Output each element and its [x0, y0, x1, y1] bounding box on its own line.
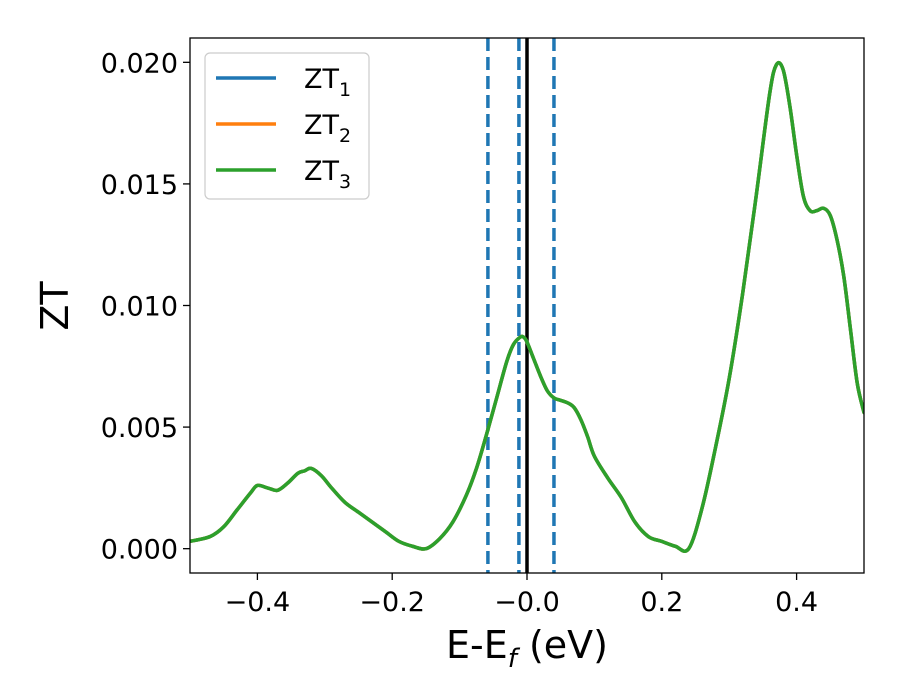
x-tick-label: −0.4 [225, 587, 291, 618]
legend: ZT1 ZT2 ZT3 [204, 52, 370, 200]
x-axis-label: E-Ef (eV) [446, 623, 608, 674]
plot-area [190, 38, 864, 573]
y-tick-label: 0.020 [101, 48, 178, 79]
y-tick-label: 0.000 [101, 535, 178, 566]
legend-label-zt2: ZT2 [304, 110, 351, 147]
x-axis-label-unit: (eV) [517, 623, 608, 667]
legend-label-zt3: ZT3 [304, 156, 351, 193]
x-tick-label: −0.2 [359, 587, 425, 618]
x-tick-label: −0.0 [494, 587, 560, 618]
series-line-zt3 [190, 60, 864, 553]
x-tick-label: 0.4 [775, 587, 818, 618]
x-tick-label: 0.2 [640, 587, 683, 618]
y-axis: 0.000 0.005 0.010 0.015 0.020 [101, 48, 190, 566]
y-tick-label: 0.005 [101, 413, 178, 444]
x-axis: −0.4 −0.2 −0.0 0.2 0.4 [225, 573, 818, 618]
legend-label-zt1: ZT1 [304, 64, 351, 101]
legend-box [204, 52, 370, 200]
y-axis-label: ZT [33, 281, 77, 331]
y-tick-label: 0.015 [101, 170, 178, 201]
y-tick-label: 0.010 [101, 292, 178, 323]
